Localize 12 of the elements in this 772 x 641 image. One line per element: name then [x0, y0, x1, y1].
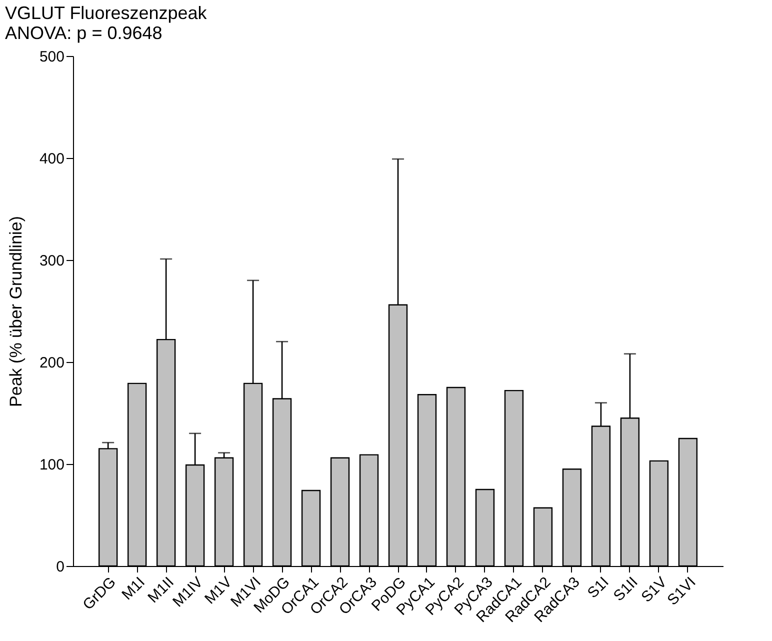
y-tick-label: 200 [39, 354, 64, 372]
y-tick-label: 100 [39, 456, 64, 474]
x-tick-label: S1I [584, 574, 612, 602]
chart-subtitle: ANOVA: p = 0.9648 [5, 23, 162, 43]
y-tick-label: 500 [39, 48, 64, 66]
y-tick-label: 400 [39, 150, 64, 168]
chart-title: VGLUT Fluoreszenzpeak [5, 3, 208, 23]
y-tick-label: 300 [39, 252, 64, 270]
x-tick-label: M1I [118, 574, 148, 604]
x-tick-label: S1II [610, 574, 642, 605]
y-axis-title: Peak (% über Grundlinie) [6, 216, 26, 407]
y-tick-label: 0 [56, 558, 64, 576]
